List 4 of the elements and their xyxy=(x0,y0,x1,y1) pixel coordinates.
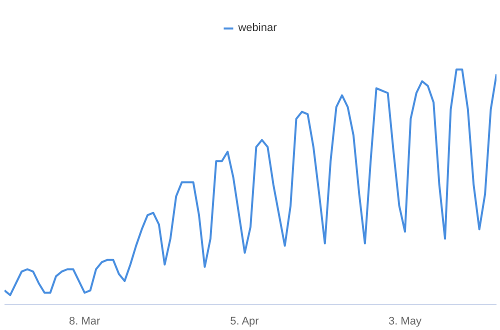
x-tick-label: 8. Mar xyxy=(69,316,101,328)
x-tick-label: 5. Apr xyxy=(230,316,260,328)
x-tick-label: 3. May xyxy=(388,316,422,328)
legend-label: webinar xyxy=(238,22,277,34)
